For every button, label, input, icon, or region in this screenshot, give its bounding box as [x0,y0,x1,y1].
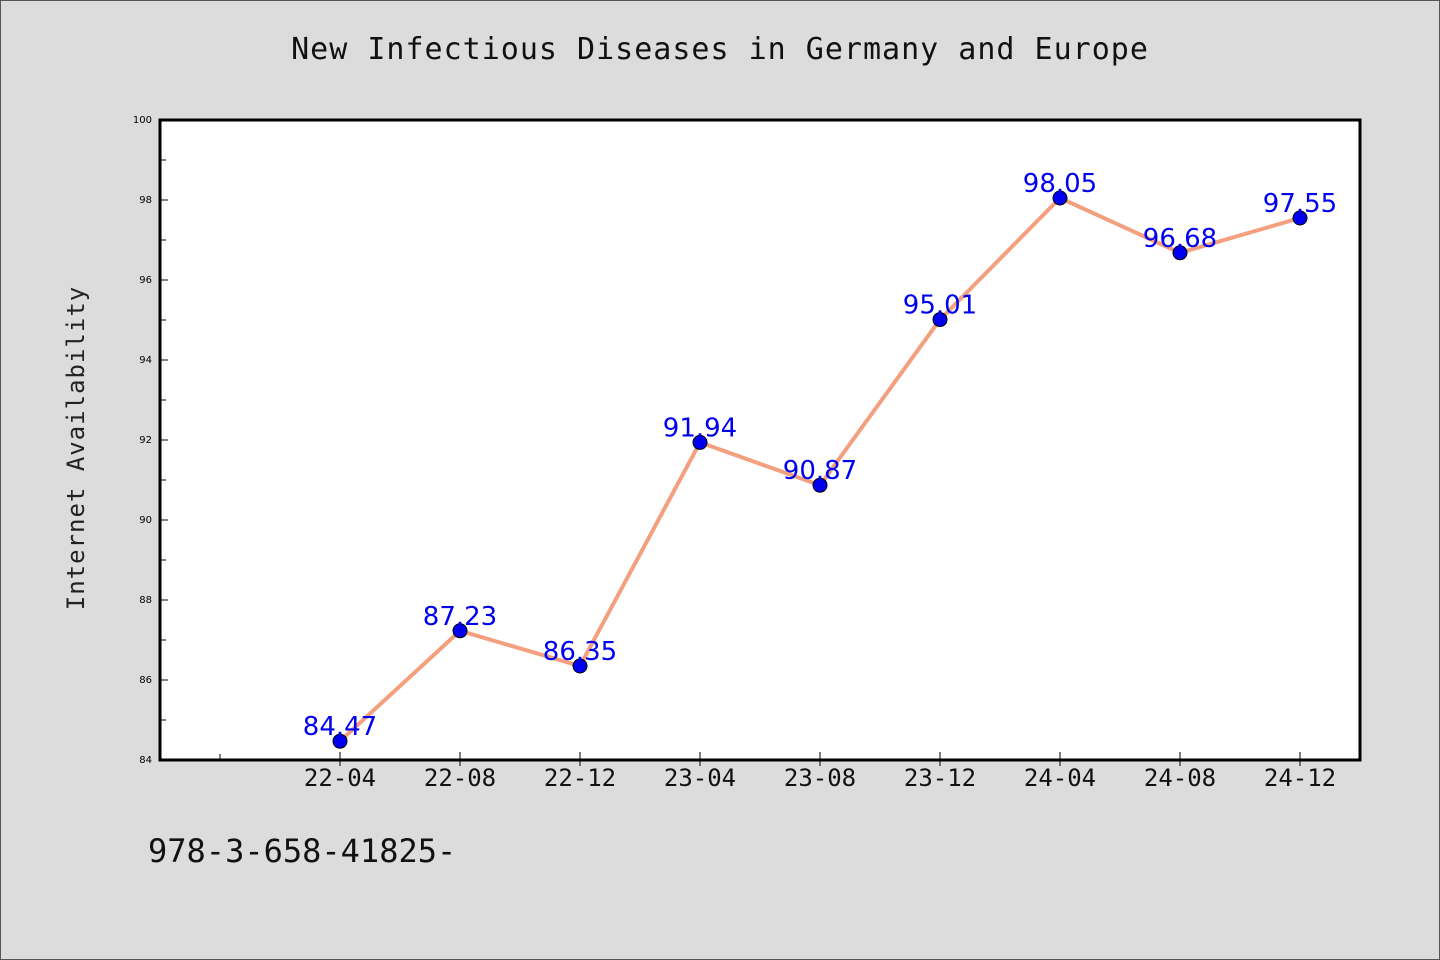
data-label: 97.55 [1263,189,1337,219]
y-tick-label: 90 [139,515,152,526]
x-tick-label: 22-08 [424,764,496,792]
data-label: 87.23 [423,602,497,632]
y-tick-label: 86 [139,675,152,686]
data-point [572,658,588,674]
x-tick-label: 23-04 [664,764,736,792]
series-layer: 84.47 87.23 86.35 91.94 90.87 95.01 98.05 96.68… [303,169,1337,749]
y-tick-label: 96 [139,275,152,286]
data-point [452,623,468,639]
data-point [1172,245,1188,261]
y-tick-label: 98 [139,195,152,206]
x-tick-label: 23-12 [904,764,976,792]
data-label: 84.47 [303,712,377,742]
data-point [1292,210,1308,226]
x-tick-label: 22-04 [304,764,376,792]
y-tick-label: 94 [139,355,152,366]
y-tick-label: 88 [139,595,152,606]
data-label: 95.01 [903,291,977,321]
x-tick-label: 24-04 [1024,764,1096,792]
plot-area [158,118,1362,762]
x-tick-label: 24-08 [1144,764,1216,792]
data-label: 91.94 [663,413,737,443]
footer-text: 978-3-658-41825- [148,832,457,870]
data-label: 96.68 [1143,224,1217,254]
data-point [812,477,828,493]
x-tick-label: 24-12 [1264,764,1336,792]
x-tick-label: 23-08 [784,764,856,792]
data-point [1052,190,1068,206]
data-point [332,733,348,749]
data-point [692,434,708,450]
y-tick-label: 84 [139,755,152,766]
y-axis: 84 86 88 90 92 94 96 98 100 [133,115,168,766]
chart-title: New Infectious Diseases in Germany and E… [291,32,1149,67]
data-label: 86.35 [543,637,617,667]
data-label: 98.05 [1023,169,1097,199]
x-tick-label: 22-12 [544,764,616,792]
y-tick-label: 92 [139,435,152,446]
data-label: 90.87 [783,456,857,486]
data-point [932,312,948,328]
y-tick-label: 100 [133,115,152,126]
x-axis: 22-04 22-08 22-12 23-04 23-08 23-12 24-04 24-08… [219,752,1336,792]
